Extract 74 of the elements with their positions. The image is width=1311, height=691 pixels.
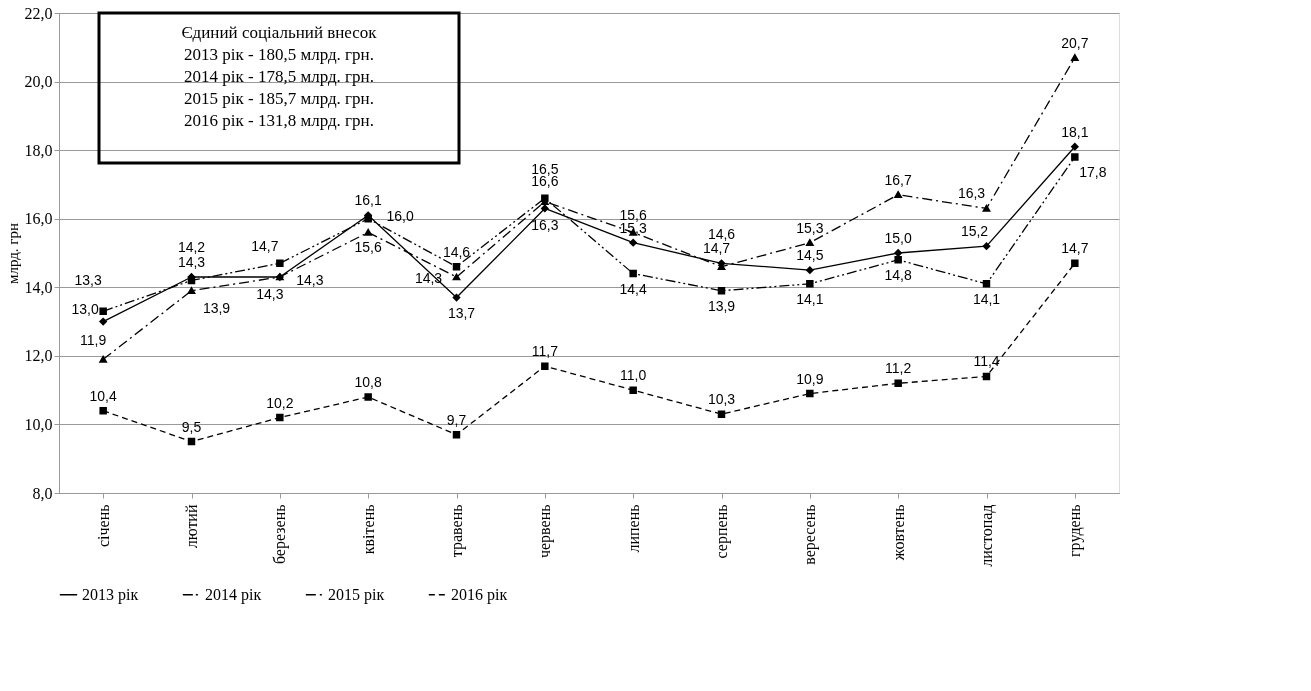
legend-label: 2014 рік (205, 585, 262, 604)
data-label: 11,2 (885, 360, 912, 377)
data-label: 16,3 (531, 217, 559, 234)
data-label: 15,0 (884, 230, 912, 246)
x-tick-label: червень (536, 504, 555, 559)
annotation: 2013 рік - 180,5 млрд. грн. (184, 45, 374, 64)
x-tick-label: березень (271, 504, 290, 565)
data-label: 16,5 (531, 160, 559, 177)
data-label: 15,2 (960, 223, 989, 240)
y-tick-label: 12,0 (24, 347, 53, 365)
y-tick-label: 10,0 (24, 415, 53, 433)
data-label: 11,0 (620, 367, 647, 384)
data-label: 10,3 (707, 391, 736, 408)
x-tick-label: липень (624, 504, 642, 553)
data-label: 14,6 (707, 225, 736, 242)
data-label: 10,9 (796, 370, 824, 387)
data-label: 14,3 (177, 254, 206, 270)
data-label: 9,5 (181, 418, 202, 435)
x-tick-label: лютий (183, 504, 200, 549)
x-tick-label: вересень (801, 504, 820, 565)
data-label: 13,9 (707, 297, 736, 314)
x-tick-label: квітень (359, 504, 377, 555)
data-label: 14,2 (177, 239, 206, 256)
data-label: 14,7 (702, 240, 731, 257)
data-label: 13,9 (202, 299, 231, 316)
data-label: 16,1 (354, 192, 382, 209)
data-label: 15,6 (354, 239, 382, 256)
annotation: 2015 рік - 185,7 млрд. грн. (184, 89, 374, 108)
data-label: 14,3 (256, 286, 284, 302)
data-label: 17,8 (1079, 164, 1107, 180)
x-tick-label: січень (94, 504, 112, 548)
data-label: 11,7 (531, 343, 559, 360)
data-label: 13,7 (447, 304, 476, 321)
legend-label: 2016 рік (451, 585, 508, 604)
x-tick-label: жовтень (889, 504, 907, 562)
x-tick-label: листопад (978, 504, 996, 567)
y-axis-title: млрд. грн (4, 222, 21, 285)
data-label: 14,1 (972, 290, 1001, 307)
data-label: 16,0 (386, 207, 414, 224)
data-label: 13,3 (74, 272, 102, 289)
data-label: 14,1 (796, 290, 824, 307)
data-label: 13,0 (71, 300, 99, 317)
annotation: 2014 рік - 178,5 млрд. грн. (184, 67, 374, 86)
y-tick-label: 14,0 (24, 278, 53, 296)
legend-label: 2013 рік (82, 585, 139, 604)
data-label: 16,3 (957, 185, 986, 202)
data-label: 11,4 (973, 353, 1000, 370)
y-tick-label: 22,0 (24, 4, 53, 22)
y-tick-label: 20,0 (24, 73, 53, 91)
data-label: 9,7 (446, 411, 467, 428)
data-label: 14,7 (251, 238, 279, 255)
data-label: 14,3 (296, 272, 324, 288)
data-label: 14,6 (442, 243, 471, 260)
data-label: 10,8 (354, 374, 382, 390)
annotation: 2016 рік - 131,8 млрд. грн. (184, 111, 374, 130)
data-label: 15,3 (796, 219, 824, 236)
data-label: 10,4 (89, 387, 117, 404)
data-label: 14,5 (796, 247, 824, 264)
y-tick-label: 16,0 (24, 210, 53, 228)
annotation: Єдиний соціальний внесок (181, 23, 378, 42)
data-label: 14,8 (884, 266, 912, 283)
x-tick-label: грудень (1066, 504, 1085, 557)
x-tick-label: серпень (713, 504, 731, 559)
data-label: 14,4 (619, 280, 647, 297)
legend-label: 2015 рік (328, 585, 385, 604)
data-label: 16,7 (884, 171, 912, 188)
y-tick-label: 8,0 (32, 484, 53, 502)
data-label: 10,2 (266, 394, 294, 411)
data-label: 14,7 (1061, 240, 1089, 257)
data-label: 11,9 (80, 332, 107, 349)
data-label: 18,1 (1061, 123, 1089, 140)
y-tick-label: 18,0 (24, 141, 53, 159)
data-label: 20,7 (1061, 34, 1089, 51)
x-tick-label: травень (448, 504, 466, 558)
